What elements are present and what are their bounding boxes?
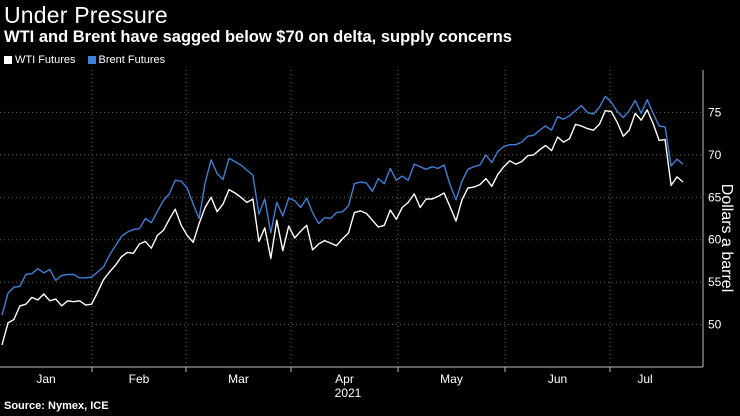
x-tick-label: Jan (36, 372, 55, 386)
gridlines (0, 70, 704, 372)
source-note: Source: Nymex, ICE (4, 400, 109, 412)
y-tick-label: 50 (708, 318, 722, 332)
legend-label-wti: WTI Futures (15, 54, 76, 66)
legend-swatch-wti (4, 56, 12, 64)
chart-subtitle: WTI and Brent have sagged below $70 on d… (4, 28, 512, 46)
chart-title: Under Pressure (4, 2, 168, 28)
series-line-wti (1, 109, 684, 346)
legend-item-wti: WTI Futures (4, 54, 76, 66)
legend-label-brent: Brent Futures (98, 54, 166, 66)
x-tick-label: Apr (335, 372, 354, 386)
x-tick-label: Mar (228, 372, 249, 386)
legend: WTI Futures Brent Futures (4, 54, 165, 66)
legend-item-brent: Brent Futures (87, 54, 166, 66)
x-axis-year-label: 2021 (335, 386, 362, 400)
y-tick-label: 70 (708, 148, 722, 162)
x-tick-label: May (440, 372, 463, 386)
y-axis-ticks: 50 55 60 65 70 75 (708, 105, 722, 331)
y-tick-label: 65 (708, 190, 722, 204)
x-axis-ticks: Jan Feb Mar Apr May Jun Jul (36, 372, 652, 386)
x-tick-label: Jul (637, 372, 652, 386)
y-tick-label: 60 (708, 233, 722, 247)
series-line-brent (1, 95, 684, 316)
x-tick-label: Feb (129, 372, 150, 386)
y-axis-label: Dollars a barrel (718, 184, 735, 292)
series-lines (1, 95, 684, 346)
x-tick-label: Jun (548, 372, 567, 386)
legend-swatch-brent (87, 56, 96, 64)
y-tick-label: 75 (708, 105, 722, 119)
y-tick-label: 55 (708, 275, 722, 289)
